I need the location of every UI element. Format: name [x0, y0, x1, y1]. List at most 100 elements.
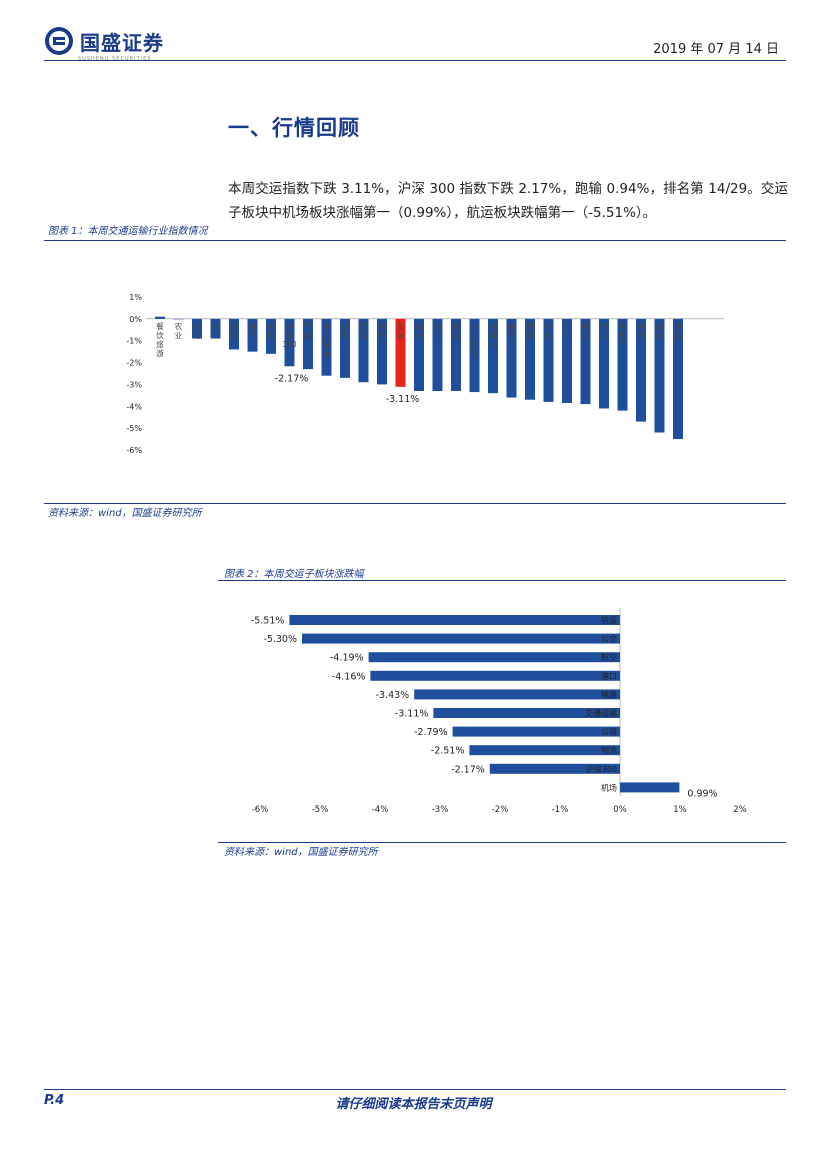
x-tick-label: 药: [230, 330, 238, 340]
bar: [673, 318, 683, 440]
x-tick-label: 军: [600, 322, 608, 331]
bar: [452, 726, 620, 737]
x-tick-label: 建: [674, 321, 682, 331]
x-tick-label: 传: [304, 321, 312, 331]
bar: [370, 670, 620, 681]
x-tick-label: 餐: [156, 322, 164, 331]
figure1-caption: 图表 1：本周交通运输行业指数情况: [48, 226, 208, 237]
bar: [620, 782, 680, 793]
category-label: 机场: [601, 782, 617, 792]
category-label: 航空: [601, 652, 617, 662]
bar: [289, 615, 620, 625]
bar: [173, 318, 184, 320]
bar: [303, 318, 313, 370]
x-tick-label: 0%: [613, 805, 627, 815]
figure1-source: 资料来源：wind，国盛证券研究所: [48, 508, 202, 519]
category-label: 交通运输: [585, 708, 617, 718]
x-tick-label: 品: [249, 331, 257, 340]
x-tick-label: 2%: [733, 805, 747, 815]
x-tick-label: 机: [489, 339, 497, 349]
figure2-source: 资料来源：wind，国盛证券研究所: [224, 847, 378, 858]
bar: [617, 318, 628, 411]
x-tick-label: 织: [341, 330, 349, 340]
x-tick-label: 有: [360, 321, 368, 331]
figure2-caption: 图表 2：本周交运子板块涨跌幅: [224, 569, 364, 580]
brand-subtitle: SUSHENG SECURITIES: [78, 56, 152, 62]
bar: [525, 318, 535, 400]
x-tick-label: 银: [582, 331, 590, 340]
data-label: 0.99%: [687, 788, 717, 799]
bar: [321, 318, 332, 376]
bar: [155, 316, 165, 319]
x-tick-label: 旅: [156, 339, 164, 349]
x-tick-label: 化: [471, 339, 479, 349]
data-label: -2.79%: [414, 727, 448, 738]
x-tick-label: 子: [378, 331, 386, 340]
bar: [377, 318, 387, 385]
x-tick-label: 交: [397, 321, 405, 331]
y-tick-label: 0%: [129, 315, 142, 324]
x-tick-label: 饮: [156, 330, 164, 340]
x-tick-label: 油: [471, 330, 479, 340]
bar: [266, 318, 276, 354]
x-tick-label: 媒: [304, 331, 312, 340]
x-tick-label: 家: [267, 321, 275, 331]
bar: [247, 318, 258, 352]
category-label: 铁路: [601, 689, 617, 699]
data-label: -2.17%: [451, 764, 485, 775]
x-tick-label: -2%: [492, 805, 509, 815]
y-tick-label: -6%: [126, 446, 142, 455]
category-label: 港口: [601, 671, 617, 681]
x-tick-label: 纺: [341, 321, 349, 331]
report-date: 2019 年 07 月 14 日: [653, 42, 779, 57]
x-tick-label: 汽: [563, 321, 571, 331]
x-tick-label: 械: [452, 330, 460, 340]
x-tick-label: 产: [619, 339, 627, 349]
bar: [654, 318, 665, 433]
x-tick-label: 工: [434, 331, 442, 340]
x-tick-label: 农: [175, 321, 183, 331]
x-tick-label: 行: [193, 330, 201, 340]
y-tick-label: -5%: [126, 424, 142, 433]
x-tick-label: 建: [526, 321, 534, 331]
x-tick-label: 食: [249, 321, 257, 331]
data-label: -4.16%: [332, 671, 366, 682]
bar: [368, 652, 620, 663]
x-tick-label: 信: [545, 330, 553, 340]
y-tick-label: -1%: [126, 337, 142, 346]
y-tick-label: -4%: [126, 402, 142, 411]
x-tick-label: 石: [471, 322, 479, 331]
bar: [506, 318, 517, 398]
data-label: -3.11%: [395, 709, 429, 720]
bar: [358, 318, 369, 383]
summary-paragraph: 本周交运指数下跌 3.11%，沪深 300 指数下跌 2.17%，跑输 0.94…: [228, 181, 788, 221]
x-tick-label: -4%: [372, 805, 389, 815]
bar: [414, 318, 424, 391]
bar: [451, 318, 461, 391]
x-tick-label: 房: [619, 321, 627, 331]
x-tick-label: 1%: [673, 805, 687, 815]
x-tick-label: -5%: [312, 805, 329, 815]
industry-index-chart: 1%0%-1%-2%-3%-4%-5%-6%餐饮旅游农业银行化工医药食品家电沪深…: [126, 293, 724, 455]
x-tick-label: -1%: [552, 805, 569, 815]
bar: [433, 708, 620, 718]
x-tick-label: 钢: [637, 321, 645, 331]
x-tick-label: 医: [230, 322, 238, 331]
x-tick-label: 机: [452, 321, 460, 331]
bar: [489, 763, 620, 774]
data-label: -2.17%: [275, 373, 309, 384]
bar: [488, 318, 498, 394]
data-label: -4.19%: [330, 653, 364, 664]
bar: [562, 318, 572, 404]
x-tick-label: -3%: [432, 805, 449, 815]
bar: [284, 318, 295, 367]
y-tick-label: -2%: [126, 359, 142, 368]
bar: [229, 318, 239, 350]
category-label: 航运: [601, 615, 617, 625]
x-tick-label: 备: [323, 348, 331, 358]
y-tick-label: 1%: [129, 293, 142, 302]
category-label: 物流: [601, 745, 617, 755]
data-label: -2.51%: [431, 746, 465, 757]
x-tick-label: 力: [323, 330, 331, 340]
bar: [395, 318, 406, 387]
